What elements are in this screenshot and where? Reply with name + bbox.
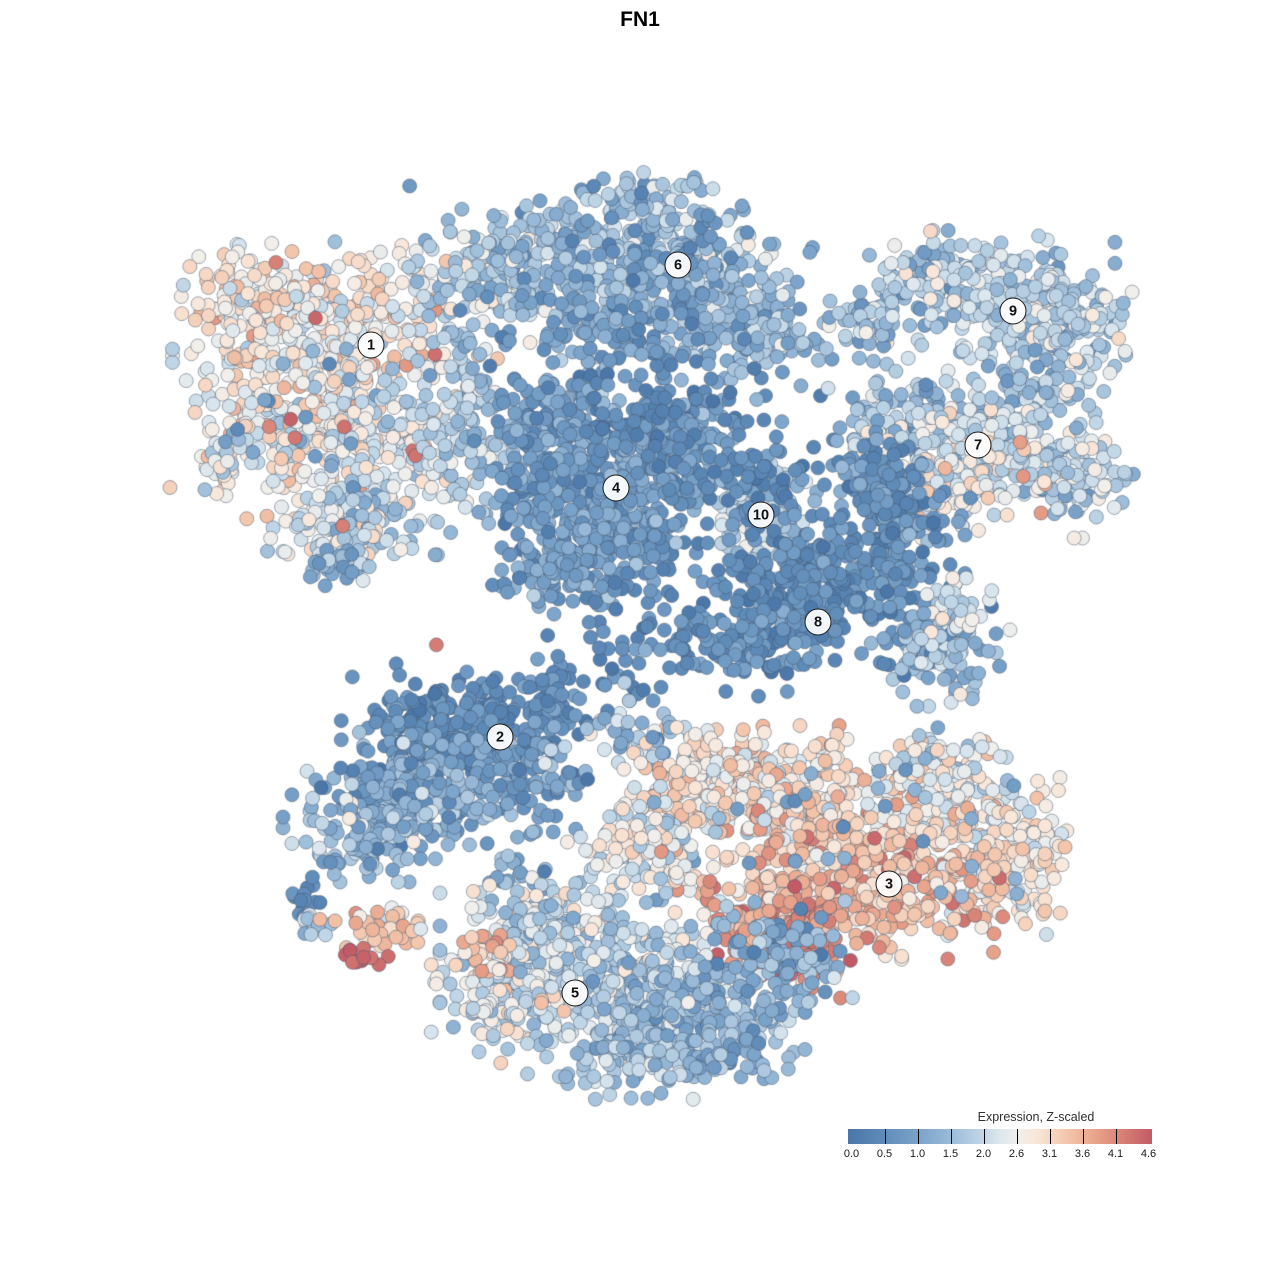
colorbar-tick-label: 4.6 (1140, 1148, 1157, 1160)
colorbar-tick (884, 1129, 886, 1144)
colorbar-tick (983, 1129, 985, 1144)
colorbar-tick (1115, 1129, 1117, 1144)
expression-colorbar-legend: Expression, Z-scaled 0.0 0.5 1.0 1.5 2.0 2.6 3… (844, 1110, 1156, 1162)
colorbar-tick (950, 1129, 952, 1144)
cluster-label-3: 3 (875, 870, 903, 898)
cluster-label-7: 7 (964, 431, 992, 459)
cluster-label-5: 5 (561, 979, 589, 1007)
colorbar-tick-label: 3.1 (1041, 1148, 1058, 1160)
legend-title: Expression, Z-scaled (977, 1110, 1095, 1124)
colorbar-tick-label: 2.6 (1008, 1148, 1025, 1160)
colorbar-tick-label: 3.6 (1074, 1148, 1091, 1160)
colorbar-gradient (848, 1129, 1152, 1144)
colorbar-tick-label: 0.0 (843, 1148, 860, 1160)
cluster-label-2: 2 (486, 723, 514, 751)
cluster-label-4: 4 (602, 474, 630, 502)
cluster-label-8: 8 (804, 608, 832, 636)
colorbar-tick (917, 1129, 919, 1144)
colorbar-tick (1016, 1129, 1018, 1144)
colorbar-tick-labels: 0.0 0.5 1.0 1.5 2.0 2.6 3.1 3.6 4.1 4.6 (844, 1148, 1156, 1162)
colorbar-tick (1049, 1129, 1051, 1144)
colorbar-tick-label: 1.0 (909, 1148, 926, 1160)
colorbar-tick-label: 0.5 (876, 1148, 893, 1160)
colorbar-tick-label: 1.5 (942, 1148, 959, 1160)
colorbar-tick-label: 2.0 (975, 1148, 992, 1160)
cluster-label-1: 1 (357, 331, 385, 359)
cluster-label-10: 10 (747, 501, 775, 529)
cluster-label-9: 9 (999, 297, 1027, 325)
colorbar-tick-label: 4.1 (1107, 1148, 1124, 1160)
chart-title: FN1 (620, 8, 660, 31)
cluster-label-6: 6 (664, 251, 692, 279)
colorbar-tick (1082, 1129, 1084, 1144)
